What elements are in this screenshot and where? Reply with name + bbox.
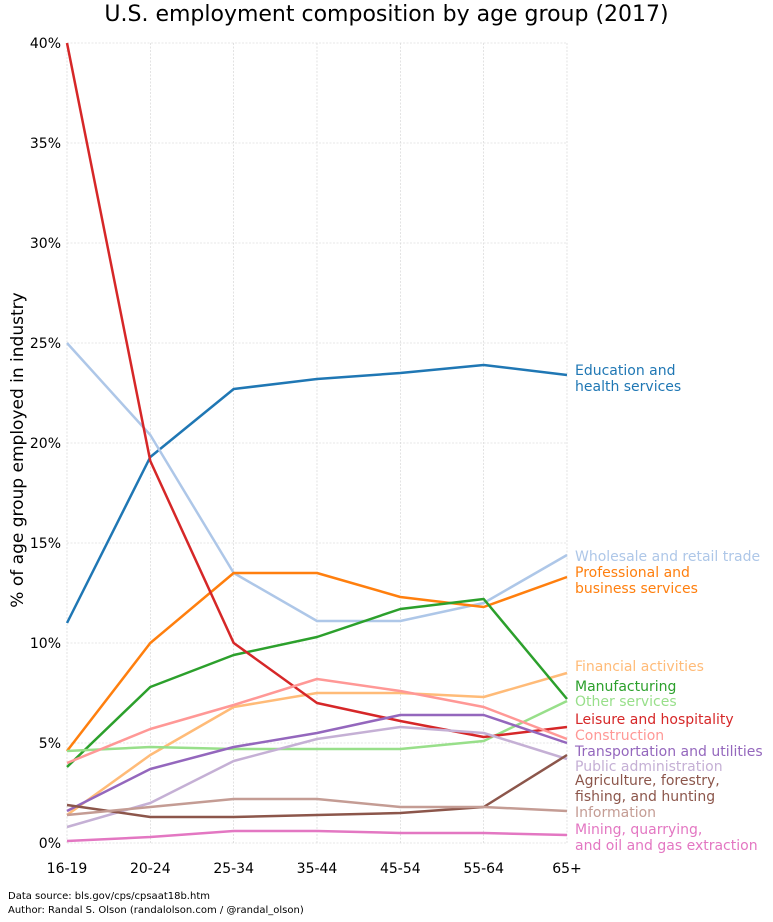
series-label-line: Professional and bbox=[575, 565, 690, 581]
y-tick-label: 5% bbox=[39, 736, 61, 752]
x-tick-label: 25-34 bbox=[213, 861, 254, 877]
series-label-line: Information bbox=[575, 805, 656, 821]
series-label-line: Education and bbox=[575, 363, 676, 379]
series-label-line: Agriculture, forestry, bbox=[575, 773, 720, 789]
y-tick-label: 20% bbox=[30, 436, 61, 452]
gridlines bbox=[66, 42, 568, 844]
series-label: Education and health services bbox=[575, 363, 681, 395]
x-tick-label: 55-64 bbox=[463, 861, 504, 877]
y-tick-label: 30% bbox=[30, 236, 61, 252]
series-label: Financial activities bbox=[575, 659, 704, 675]
series-line bbox=[66, 342, 568, 623]
series-line bbox=[65, 42, 568, 739]
series-label: Professional and business services bbox=[575, 565, 698, 597]
series-label-line: Other services bbox=[575, 694, 677, 710]
series-line bbox=[66, 725, 568, 829]
x-tick-label: 16-19 bbox=[47, 861, 88, 877]
data-source-note: Data source: bls.gov/cps/cpsaat18b.htm bbox=[8, 891, 210, 902]
author-note: Author: Randal S. Olson (randalolson.com… bbox=[8, 905, 304, 916]
series-label-line: business services bbox=[575, 581, 698, 597]
series-label-line: Mining, quarrying, bbox=[575, 822, 702, 838]
series-label: Agriculture, forestry, fishing, and hunti… bbox=[575, 773, 720, 805]
series-label: Information bbox=[575, 805, 656, 821]
series-label-line: and oil and gas extraction bbox=[575, 838, 758, 854]
series-label: Construction bbox=[575, 728, 664, 744]
series-line bbox=[66, 699, 568, 753]
y-tick-label: 40% bbox=[30, 36, 61, 52]
series-label-line: Manufacturing bbox=[575, 679, 676, 695]
series-line bbox=[66, 797, 568, 817]
series-label: Mining, quarrying, and oil and gas extrac… bbox=[575, 822, 758, 854]
y-tick-label: 10% bbox=[30, 636, 61, 652]
chart-title: U.S. employment composition by age group… bbox=[104, 2, 669, 27]
series-lines bbox=[65, 42, 568, 843]
series-line bbox=[66, 713, 568, 813]
y-tick-label: 15% bbox=[30, 536, 61, 552]
series-label-line: health services bbox=[575, 379, 681, 395]
series-line bbox=[66, 571, 568, 752]
x-tick-labels: 16-19 20-24 25-34 35-44 45-54 55-64 65+ bbox=[47, 861, 582, 877]
series-label-line: Construction bbox=[575, 728, 664, 744]
y-tick-labels: 0% 5% 10% 15% 20% 25% 30% 35% 40% bbox=[30, 36, 61, 852]
series-label: Wholesale and retail trade bbox=[575, 549, 760, 565]
x-tick-label: 20-24 bbox=[130, 861, 171, 877]
series-label: Public administration bbox=[575, 759, 723, 775]
series-label-line: Financial activities bbox=[575, 659, 704, 675]
series-label-line: Transportation and utilities bbox=[574, 744, 763, 760]
series-line bbox=[66, 677, 568, 765]
series-labels: Education and health services Wholesale an… bbox=[574, 363, 763, 854]
series-line bbox=[66, 671, 568, 817]
series-label-line: fishing, and hunting bbox=[575, 789, 715, 805]
series-label: Transportation and utilities bbox=[574, 744, 763, 760]
y-tick-label: 35% bbox=[30, 136, 61, 152]
x-tick-label: 65+ bbox=[552, 861, 582, 877]
series-label: Leisure and hospitality bbox=[575, 712, 734, 728]
x-tick-label: 35-44 bbox=[297, 861, 338, 877]
series-label: Manufacturing bbox=[575, 679, 676, 695]
series-line bbox=[66, 829, 568, 843]
y-axis-label: % of age group employed in industry bbox=[8, 292, 28, 607]
series-label-line: Public administration bbox=[575, 759, 723, 775]
y-tick-label: 25% bbox=[30, 336, 61, 352]
series-label: Other services bbox=[575, 694, 677, 710]
series-label-line: Wholesale and retail trade bbox=[575, 549, 760, 565]
series-label-line: Leisure and hospitality bbox=[575, 712, 734, 728]
series-line bbox=[66, 597, 568, 768]
x-tick-label: 45-54 bbox=[380, 861, 421, 877]
y-tick-label: 0% bbox=[39, 836, 61, 852]
